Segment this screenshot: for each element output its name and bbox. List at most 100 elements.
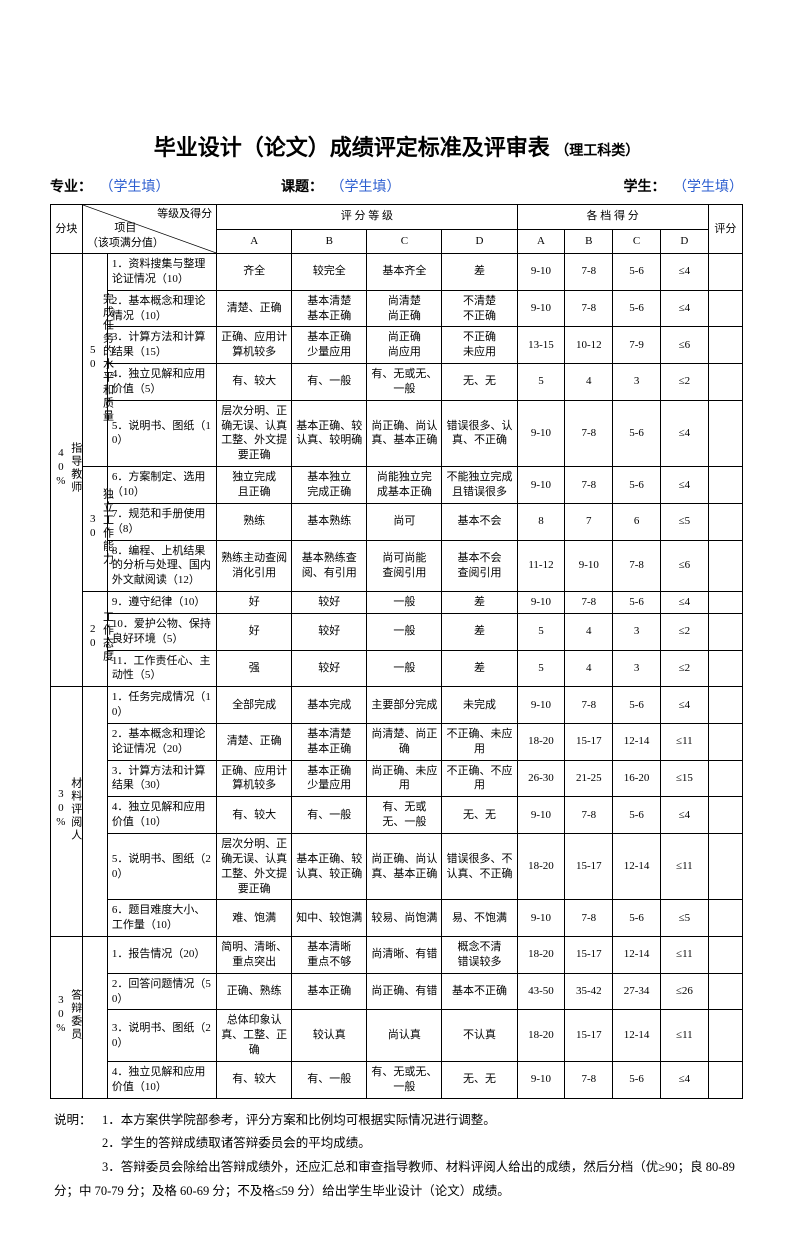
score-cell: 9-10 [517, 400, 565, 466]
head-col: B [565, 229, 613, 254]
score-cell: 7-9 [613, 327, 661, 364]
score-cell: 3 [613, 613, 661, 650]
final-cell[interactable] [708, 834, 742, 900]
final-cell[interactable] [708, 760, 742, 797]
grade-cell: 未完成 [442, 687, 517, 724]
final-cell[interactable] [708, 797, 742, 834]
subgroup-cell [82, 937, 107, 1099]
final-cell[interactable] [708, 900, 742, 937]
grade-cell: 尚正确、未应用 [367, 760, 442, 797]
final-cell[interactable] [708, 650, 742, 687]
grade-cell: 正确、熟练 [217, 973, 292, 1010]
grade-cell: 错误很多、不认真、不正确 [442, 834, 517, 900]
final-cell[interactable] [708, 937, 742, 974]
final-cell[interactable] [708, 687, 742, 724]
grade-cell: 好 [217, 613, 292, 650]
score-cell: 7-8 [565, 687, 613, 724]
score-cell: 7 [565, 503, 613, 540]
final-cell[interactable] [708, 592, 742, 614]
final-cell[interactable] [708, 290, 742, 327]
grade-cell: 尚正确、尚认真、基本正确 [367, 400, 442, 466]
grade-cell: 有、一般 [292, 797, 367, 834]
grade-cell: 较完全 [292, 254, 367, 291]
grade-cell: 无、无 [442, 1061, 517, 1098]
grade-cell: 基本熟练 [292, 503, 367, 540]
score-cell: 16-20 [613, 760, 661, 797]
grade-cell: 不能独立完成且错误很多 [442, 467, 517, 504]
grade-cell: 有、无或无、一般 [367, 797, 442, 834]
item-cell: 5．说明书、图纸（20） [107, 834, 216, 900]
score-cell: 15-17 [565, 1010, 613, 1062]
grade-cell: 简明、清晰、重点突出 [217, 937, 292, 974]
grade-cell: 尚正确尚应用 [367, 327, 442, 364]
notes: 说明：1．本方案供学院部参考，评分方案和比例均可根据实际情况进行调整。 2．学生… [50, 1109, 743, 1204]
item-cell: 3．计算方法和计算结果（30） [107, 760, 216, 797]
final-cell[interactable] [708, 467, 742, 504]
student-fill[interactable]: （学生填） [673, 180, 743, 195]
grade-cell: 有、较大 [217, 364, 292, 401]
grade-cell: 有、较大 [217, 1061, 292, 1098]
score-cell: 35-42 [565, 973, 613, 1010]
item-cell: 7．规范和手册使用（8） [107, 503, 216, 540]
final-cell[interactable] [708, 723, 742, 760]
final-cell[interactable] [708, 364, 742, 401]
grade-cell: 较易、尚饱满 [367, 900, 442, 937]
grade-cell: 一般 [367, 592, 442, 614]
score-cell: 9-10 [517, 900, 565, 937]
grade-cell: 熟练 [217, 503, 292, 540]
grade-cell: 总体印象认真、工整、正确 [217, 1010, 292, 1062]
score-cell: 5-6 [613, 400, 661, 466]
score-cell: 7-8 [565, 467, 613, 504]
final-cell[interactable] [708, 400, 742, 466]
head-col: C [613, 229, 661, 254]
final-cell[interactable] [708, 613, 742, 650]
score-cell: 7-8 [613, 540, 661, 592]
score-cell: 5-6 [613, 290, 661, 327]
score-cell: ≤11 [660, 937, 708, 974]
score-cell: 7-8 [565, 400, 613, 466]
final-cell[interactable] [708, 973, 742, 1010]
grade-cell: 错误很多、认真、不正确 [442, 400, 517, 466]
head-col: A [217, 229, 292, 254]
score-cell: ≤2 [660, 650, 708, 687]
grade-cell: 较好 [292, 592, 367, 614]
item-cell: 2．基本概念和理论论证情况（20） [107, 723, 216, 760]
grade-cell: 尚正确、有错 [367, 973, 442, 1010]
final-cell[interactable] [708, 503, 742, 540]
grade-cell: 无、无 [442, 364, 517, 401]
score-cell: ≤6 [660, 540, 708, 592]
final-cell[interactable] [708, 254, 742, 291]
score-cell: 9-10 [517, 592, 565, 614]
grade-cell: 基本正确少量应用 [292, 327, 367, 364]
score-cell: 5 [517, 613, 565, 650]
grade-cell: 基本正确、较认真、较明确 [292, 400, 367, 466]
score-cell: 3 [613, 650, 661, 687]
score-cell: ≤4 [660, 687, 708, 724]
major-fill[interactable]: （学生填） [100, 180, 170, 195]
score-cell: 5 [517, 650, 565, 687]
grade-cell: 尚清楚尚正确 [367, 290, 442, 327]
score-cell: ≤4 [660, 592, 708, 614]
score-cell: 4 [565, 613, 613, 650]
score-cell: 18-20 [517, 834, 565, 900]
final-cell[interactable] [708, 1010, 742, 1062]
score-cell: 3 [613, 364, 661, 401]
final-cell[interactable] [708, 540, 742, 592]
score-cell: 7-8 [565, 900, 613, 937]
score-cell: 11-12 [517, 540, 565, 592]
grade-cell: 差 [442, 650, 517, 687]
item-cell: 2．回答问题情况（50） [107, 973, 216, 1010]
grade-cell: 熟练主动查阅消化引用 [217, 540, 292, 592]
final-cell[interactable] [708, 327, 742, 364]
topic-fill[interactable]: （学生填） [331, 180, 401, 195]
item-cell: 4．独立见解和应用价值（10） [107, 797, 216, 834]
notes-label: 说明： [54, 1109, 102, 1133]
score-cell: 43-50 [517, 973, 565, 1010]
score-cell: 15-17 [565, 834, 613, 900]
score-cell: 4 [565, 650, 613, 687]
grade-cell: 基本不会 [442, 503, 517, 540]
head-col: C [367, 229, 442, 254]
final-cell[interactable] [708, 1061, 742, 1098]
score-cell: 5-6 [613, 1061, 661, 1098]
grade-cell: 全部完成 [217, 687, 292, 724]
